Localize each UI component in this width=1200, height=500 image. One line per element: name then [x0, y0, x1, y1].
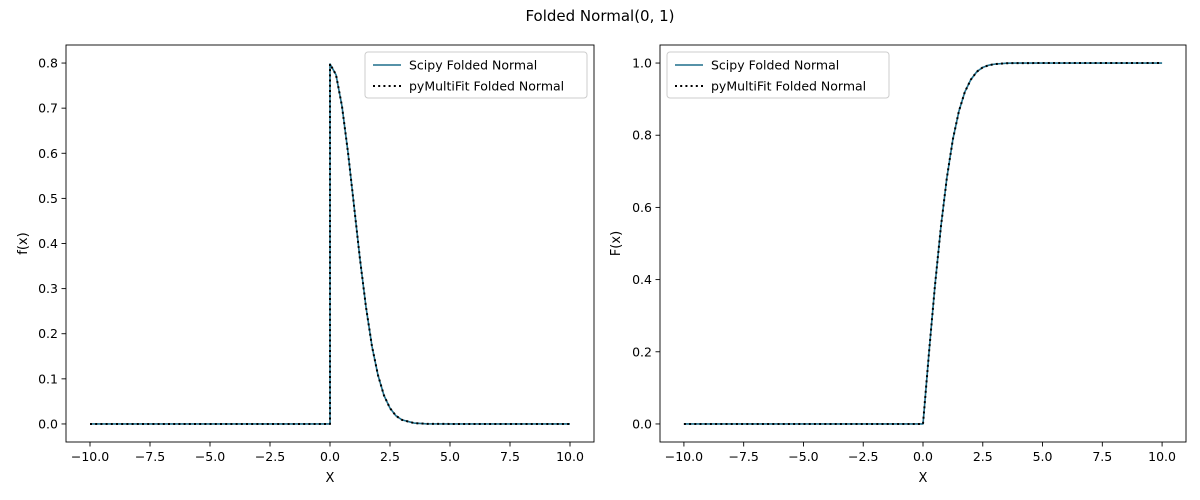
x-axis-label: X — [326, 471, 335, 486]
legend-label-scipy: Scipy Folded Normal — [409, 58, 537, 73]
y-tick-label: 0.0 — [632, 416, 652, 431]
legend-box — [364, 51, 588, 99]
legend-label-scipy: Scipy Folded Normal — [711, 58, 839, 73]
x-tick-label: −2.5 — [255, 449, 285, 464]
x-tick-label: 10.0 — [556, 449, 584, 464]
y-tick-label: 0.4 — [38, 236, 58, 251]
series-line-pymultifit — [683, 62, 1163, 425]
series-line-scipy — [683, 62, 1163, 425]
axes-frame — [659, 44, 1187, 443]
figure-title: Folded Normal(0, 1) — [525, 7, 675, 25]
y-axis-label: F(x) — [609, 231, 624, 256]
x-tick-label: −5.0 — [195, 449, 225, 464]
y-tick-label: 0.2 — [38, 326, 58, 341]
y-tick-label: 1.0 — [632, 56, 652, 71]
y-tick-label: 0.7 — [38, 101, 58, 116]
x-tick-label: −7.5 — [729, 449, 759, 464]
x-tick-label: −5.0 — [788, 449, 818, 464]
y-tick-label: 0.0 — [38, 416, 58, 431]
y-tick-label: 0.6 — [632, 200, 652, 215]
y-tick-label: 0.3 — [38, 281, 58, 296]
x-tick-label: −2.5 — [848, 449, 878, 464]
y-tick-label: 0.1 — [38, 371, 58, 386]
y-tick-label: 0.4 — [632, 272, 652, 287]
x-tick-label: 2.5 — [973, 449, 993, 464]
x-tick-label: 7.5 — [1092, 449, 1112, 464]
y-tick-label: 0.5 — [38, 191, 58, 206]
legend-label-pymultifit: pyMultiFit Folded Normal — [409, 79, 564, 94]
x-tick-label: 0.0 — [320, 449, 340, 464]
x-tick-label: 2.5 — [380, 449, 400, 464]
y-tick-label: 0.8 — [38, 56, 58, 71]
x-axis-label: X — [919, 471, 928, 486]
y-axis-label: f(x) — [16, 232, 31, 254]
legend: Scipy Folded Normal pyMultiFit Folded Nor… — [666, 51, 890, 99]
y-tick-label: 0.6 — [38, 146, 58, 161]
x-tick-label: 10.0 — [1148, 449, 1176, 464]
cdf-chart: −10.0 −7.5 −5.0 −2.5 0.0 2.5 5.0 7.5 10.0 0.0 0.2 0… — [609, 44, 1187, 486]
series-line-pymultifit — [90, 62, 570, 425]
y-tick-label: 0.2 — [632, 344, 652, 359]
x-tick-label: 7.5 — [500, 449, 520, 464]
x-tick-label: −7.5 — [135, 449, 165, 464]
x-tick-label: −10.0 — [71, 449, 109, 464]
x-tick-label: 5.0 — [440, 449, 460, 464]
x-tick-label: 0.0 — [913, 449, 933, 464]
legend: Scipy Folded Normal pyMultiFit Folded Nor… — [364, 51, 588, 99]
legend-label-pymultifit: pyMultiFit Folded Normal — [711, 79, 866, 94]
x-tick-label: −10.0 — [665, 449, 703, 464]
y-tick-label: 0.8 — [632, 128, 652, 143]
x-tick-label: 5.0 — [1033, 449, 1053, 464]
pdf-chart: −10.0 −7.5 −5.0 −2.5 0.0 2.5 5.0 7.5 10.0 0.0 0.1 0… — [16, 44, 595, 486]
legend-box — [666, 51, 890, 99]
